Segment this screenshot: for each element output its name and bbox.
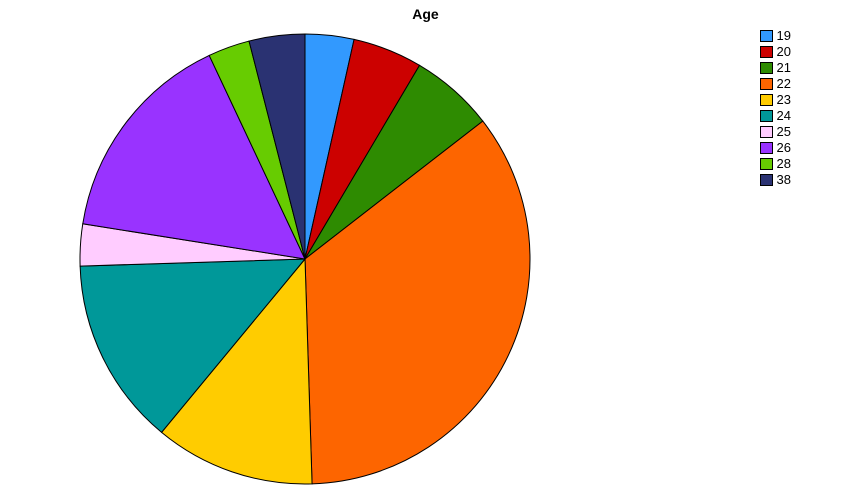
- pie-area: [70, 24, 540, 499]
- legend-item-19: 19: [760, 28, 791, 44]
- legend-item-38: 38: [760, 172, 791, 188]
- legend-swatch: [760, 158, 773, 170]
- legend-item-21: 21: [760, 60, 791, 76]
- legend-item-24: 24: [760, 108, 791, 124]
- legend-label: 24: [777, 109, 791, 123]
- pie-svg: [70, 24, 540, 494]
- legend-swatch: [760, 94, 773, 106]
- legend-item-22: 22: [760, 76, 791, 92]
- legend-swatch: [760, 78, 773, 90]
- legend-swatch: [760, 174, 773, 186]
- legend-item-20: 20: [760, 44, 791, 60]
- legend-swatch: [760, 62, 773, 74]
- legend-label: 25: [777, 125, 791, 139]
- legend-label: 23: [777, 93, 791, 107]
- legend-swatch: [760, 110, 773, 122]
- legend-label: 38: [777, 173, 791, 187]
- legend-swatch: [760, 126, 773, 138]
- legend-label: 20: [777, 45, 791, 59]
- legend: 19 20 21 22 23 24 25 26 28 38: [760, 28, 791, 188]
- legend-swatch: [760, 142, 773, 154]
- chart-title: Age: [0, 6, 851, 22]
- legend-swatch: [760, 30, 773, 42]
- legend-label: 26: [777, 141, 791, 155]
- legend-label: 28: [777, 157, 791, 171]
- legend-item-28: 28: [760, 156, 791, 172]
- legend-item-23: 23: [760, 92, 791, 108]
- legend-label: 21: [777, 61, 791, 75]
- pie-chart-container: Age 19 20 21 22 23 24 25 26 28 38: [0, 0, 851, 501]
- legend-item-26: 26: [760, 140, 791, 156]
- legend-label: 19: [777, 29, 791, 43]
- legend-item-25: 25: [760, 124, 791, 140]
- legend-swatch: [760, 46, 773, 58]
- legend-label: 22: [777, 77, 791, 91]
